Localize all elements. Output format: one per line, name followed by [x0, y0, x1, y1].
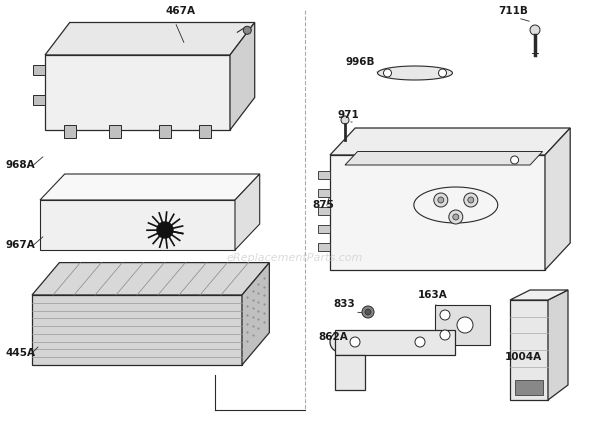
- Text: 833: 833: [333, 299, 355, 309]
- Polygon shape: [235, 174, 260, 250]
- Circle shape: [330, 332, 350, 352]
- Circle shape: [157, 222, 173, 238]
- Circle shape: [438, 69, 447, 77]
- Text: 467A: 467A: [165, 6, 195, 16]
- Circle shape: [438, 197, 444, 203]
- Text: 445A: 445A: [5, 348, 35, 358]
- Polygon shape: [318, 225, 330, 233]
- Text: 1004A: 1004A: [505, 352, 542, 362]
- Polygon shape: [159, 125, 171, 138]
- Polygon shape: [45, 55, 230, 130]
- Text: 971: 971: [338, 110, 360, 120]
- Circle shape: [365, 309, 371, 315]
- Polygon shape: [335, 330, 455, 355]
- Circle shape: [362, 306, 374, 318]
- Text: eReplacementParts.com: eReplacementParts.com: [227, 253, 363, 263]
- Circle shape: [530, 25, 540, 35]
- Text: 711B: 711B: [498, 6, 528, 16]
- Polygon shape: [32, 263, 270, 295]
- Polygon shape: [330, 128, 570, 155]
- Polygon shape: [318, 207, 330, 215]
- Circle shape: [434, 193, 448, 207]
- Polygon shape: [345, 151, 543, 165]
- Polygon shape: [45, 22, 255, 55]
- Polygon shape: [199, 125, 211, 138]
- Polygon shape: [64, 125, 76, 138]
- Polygon shape: [109, 125, 121, 138]
- Polygon shape: [33, 65, 45, 75]
- Text: 862A: 862A: [318, 332, 348, 342]
- Polygon shape: [33, 95, 45, 105]
- Circle shape: [468, 197, 474, 203]
- Circle shape: [440, 310, 450, 320]
- Polygon shape: [32, 295, 242, 365]
- Polygon shape: [40, 200, 235, 250]
- Circle shape: [510, 156, 519, 164]
- Polygon shape: [545, 128, 570, 270]
- Text: 996B: 996B: [345, 57, 375, 67]
- Polygon shape: [318, 171, 330, 179]
- Circle shape: [350, 337, 360, 347]
- Polygon shape: [510, 290, 568, 300]
- Circle shape: [449, 210, 463, 224]
- Circle shape: [243, 26, 251, 34]
- Polygon shape: [318, 189, 330, 197]
- Text: 163A: 163A: [418, 290, 448, 300]
- Polygon shape: [435, 305, 490, 345]
- Circle shape: [384, 69, 392, 77]
- Polygon shape: [515, 380, 543, 395]
- Polygon shape: [230, 22, 255, 130]
- Polygon shape: [330, 155, 545, 270]
- Polygon shape: [40, 174, 260, 200]
- Polygon shape: [548, 290, 568, 400]
- Polygon shape: [510, 300, 548, 400]
- Polygon shape: [335, 355, 365, 390]
- Circle shape: [341, 116, 349, 124]
- Circle shape: [464, 193, 478, 207]
- Polygon shape: [242, 263, 270, 365]
- Text: 968A: 968A: [5, 160, 35, 170]
- Circle shape: [457, 317, 473, 333]
- Polygon shape: [318, 243, 330, 251]
- Polygon shape: [378, 66, 453, 80]
- Circle shape: [440, 330, 450, 340]
- Text: 875: 875: [312, 200, 334, 210]
- Circle shape: [415, 337, 425, 347]
- Circle shape: [453, 214, 459, 220]
- Text: 967A: 967A: [5, 240, 35, 250]
